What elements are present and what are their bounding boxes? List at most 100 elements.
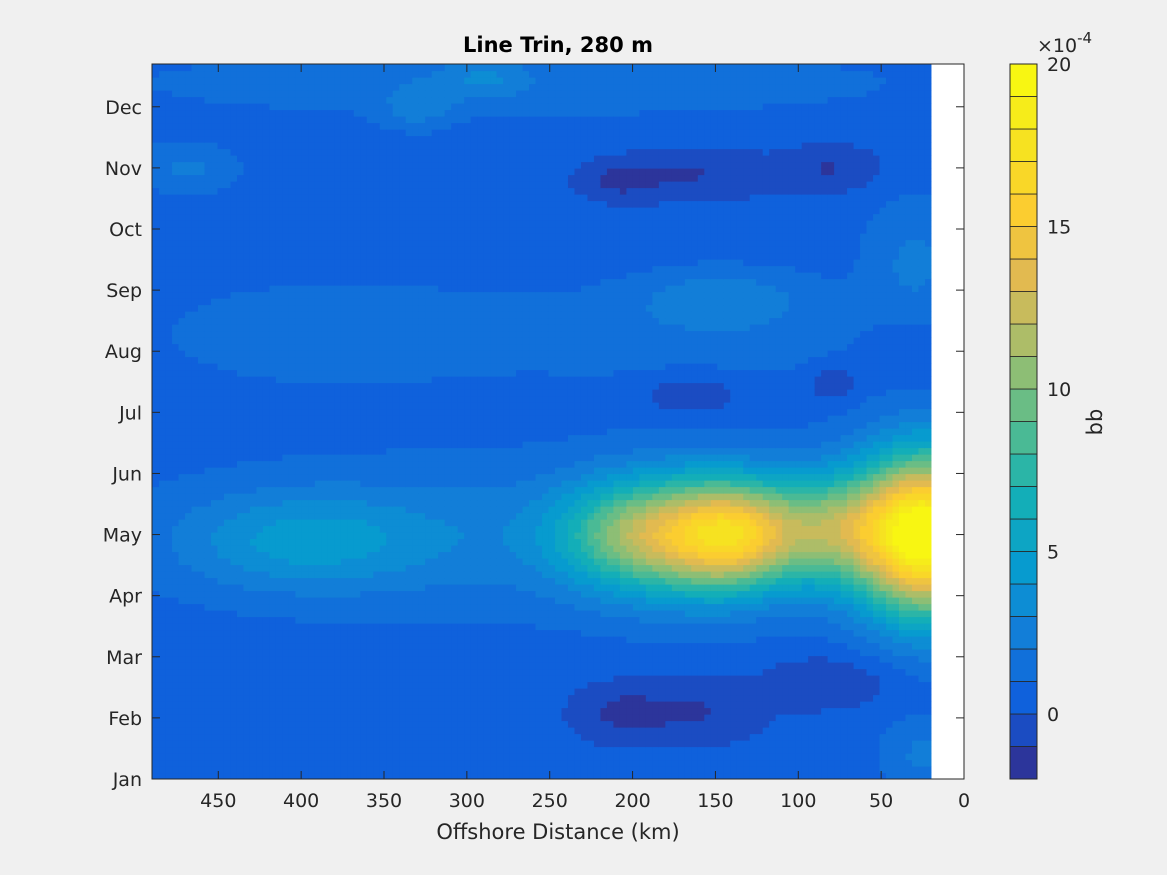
contour-cell	[431, 668, 439, 676]
contour-cell	[619, 701, 627, 709]
contour-cell	[749, 603, 757, 611]
contour-cell	[327, 551, 335, 559]
contour-cell	[723, 629, 731, 637]
contour-cell	[839, 740, 848, 748]
contour-cell	[911, 616, 919, 624]
contour-cell	[768, 668, 776, 676]
contour-cell	[171, 558, 179, 566]
contour-cell	[372, 584, 380, 592]
contour-cell	[463, 746, 471, 754]
contour-cell	[820, 538, 828, 546]
contour-cell	[534, 545, 543, 553]
contour-cell	[502, 694, 510, 702]
contour-cell	[255, 727, 263, 735]
contour-cell	[729, 720, 737, 728]
contour-cell	[470, 603, 478, 611]
contour-cell	[859, 753, 867, 761]
contour-cell	[859, 675, 867, 683]
contour-cell	[515, 649, 523, 657]
contour-cell	[320, 740, 328, 748]
contour-cell	[827, 759, 835, 767]
contour-cell	[385, 623, 393, 631]
contour-cell	[216, 577, 224, 585]
contour-cell	[904, 506, 912, 514]
contour-cell	[638, 629, 646, 637]
contour-cell	[827, 623, 835, 631]
contour-cell	[671, 525, 679, 533]
contour-cell	[788, 642, 796, 650]
contour-cell	[281, 642, 289, 650]
contour-cell	[171, 675, 179, 683]
contour-cell	[314, 746, 322, 754]
contour-cell	[177, 525, 186, 533]
contour-cell	[638, 525, 646, 533]
contour-cell	[470, 551, 478, 559]
contour-cell	[658, 746, 666, 754]
contour-cell	[171, 610, 179, 618]
contour-cell	[366, 636, 374, 644]
contour-cell	[418, 746, 426, 754]
contour-cell	[424, 681, 432, 689]
contour-cell	[294, 584, 302, 592]
contour-cell	[372, 766, 380, 774]
contour-cell	[307, 584, 315, 592]
contour-cell	[320, 610, 328, 618]
contour-cell	[515, 681, 523, 689]
contour-cell	[262, 590, 270, 598]
contour-cell	[865, 642, 874, 650]
contour-cell	[904, 629, 912, 637]
contour-cell	[638, 538, 646, 546]
contour-cell	[327, 727, 335, 735]
contour-cell	[788, 694, 796, 702]
contour-cell	[268, 649, 276, 657]
contour-cell	[554, 772, 562, 779]
contour-cell	[801, 538, 809, 546]
contour-cell	[463, 707, 471, 715]
contour-cell	[612, 603, 620, 611]
contour-cell	[288, 759, 296, 767]
contour-cell	[911, 714, 919, 722]
contour-cell	[599, 720, 607, 728]
contour-cell	[820, 590, 828, 598]
contour-cell	[437, 558, 445, 566]
contour-cell	[801, 603, 809, 611]
contour-cell	[703, 610, 711, 618]
contour-cell	[353, 564, 361, 572]
contour-cell	[593, 668, 601, 676]
contour-cell	[801, 753, 809, 761]
contour-cell	[788, 623, 796, 631]
contour-cell	[638, 532, 646, 540]
contour-cell	[379, 733, 387, 741]
contour-cell	[463, 681, 471, 689]
contour-cell	[340, 688, 348, 696]
contour-cell	[424, 551, 432, 559]
contour-cell	[781, 720, 789, 728]
contour-cell	[301, 662, 309, 670]
contour-cell	[788, 727, 796, 735]
contour-cell	[152, 675, 160, 683]
contour-cell	[340, 681, 348, 689]
contour-cell	[450, 558, 458, 566]
contour-cell	[502, 746, 510, 754]
contour-cell	[385, 642, 393, 650]
contour-cell	[242, 714, 250, 722]
contour-cell	[424, 707, 432, 715]
contour-cell	[457, 629, 465, 637]
contour-cell	[560, 662, 568, 670]
contour-cell	[249, 733, 257, 741]
contour-cell	[411, 590, 419, 598]
contour-cell	[664, 694, 672, 702]
contour-cell	[177, 532, 186, 540]
contour-cell	[210, 675, 218, 683]
contour-cell	[560, 694, 568, 702]
contour-cell	[379, 649, 387, 657]
contour-cell	[898, 649, 906, 657]
contour-cell	[197, 519, 205, 527]
contour-cell	[716, 642, 724, 650]
contour-cell	[690, 532, 698, 540]
contour-cell	[359, 551, 367, 559]
contour-cell	[684, 610, 692, 618]
contour-cell	[190, 564, 199, 572]
contour-cell	[586, 525, 594, 533]
contour-cell	[742, 694, 750, 702]
